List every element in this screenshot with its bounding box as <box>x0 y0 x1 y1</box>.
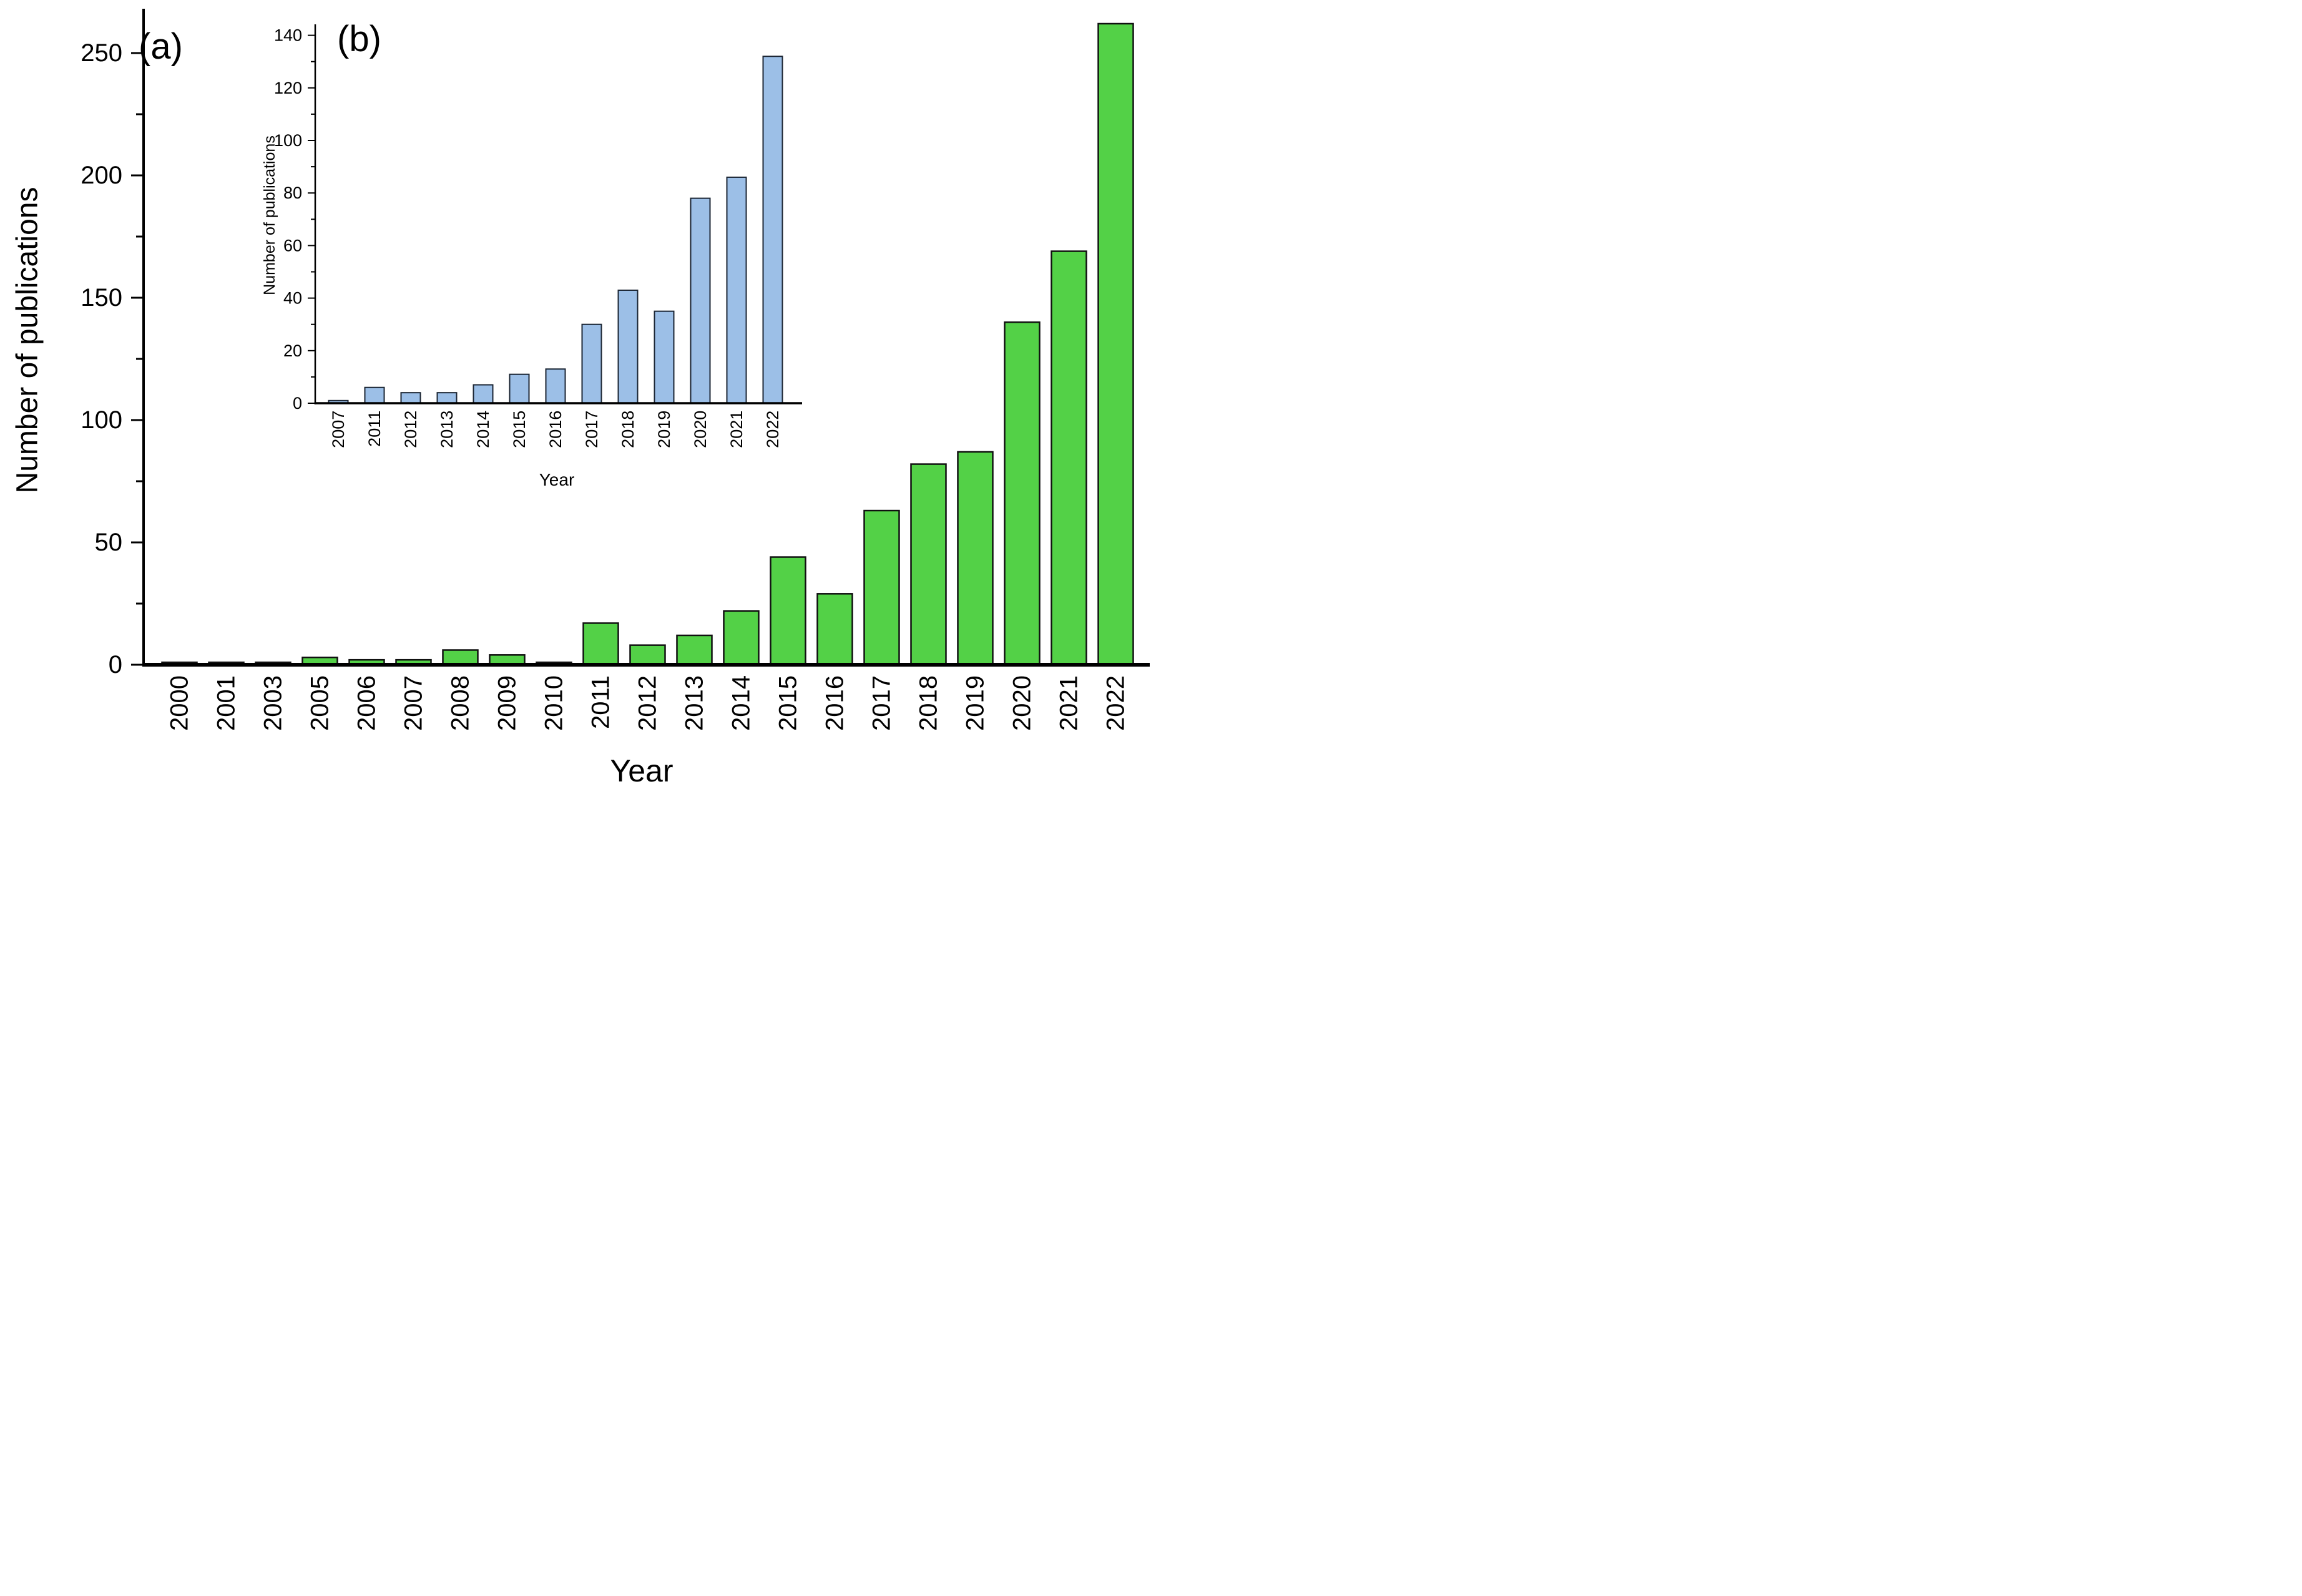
main-year-label-2020: 2020 <box>1009 675 1036 731</box>
main-year-label-2013: 2013 <box>681 675 708 731</box>
main-ytick-label-50: 50 <box>95 529 123 556</box>
inset-bar-2021 <box>726 176 747 404</box>
main-year-label-2009: 2009 <box>494 675 521 731</box>
main-ytick-label-250: 250 <box>81 39 122 67</box>
panel-b-label: (b) <box>337 19 381 59</box>
main-bar-2021 <box>1051 250 1087 666</box>
inset-year-label-2017: 2017 <box>582 411 601 448</box>
inset-year-label-2007: 2007 <box>329 411 348 448</box>
main-bar-2015 <box>770 556 806 666</box>
main-year-label-2008: 2008 <box>447 675 474 731</box>
inset-ytick-label-140: 140 <box>274 26 302 45</box>
inset-bar-2011 <box>364 386 385 404</box>
main-year-label-2001: 2001 <box>213 675 240 731</box>
inset-x-axis-title: Year <box>539 470 575 489</box>
main-year-label-2011: 2011 <box>587 675 615 729</box>
inset-bar-2020 <box>690 197 711 404</box>
main-bar-2020 <box>1004 321 1041 666</box>
main-y-axis-title: Number of publications <box>11 187 44 494</box>
inset-year-label-2016: 2016 <box>546 411 565 448</box>
main-bar-2019 <box>957 451 994 666</box>
inset-bar-2019 <box>654 310 675 404</box>
main-ytick-label-0: 0 <box>109 651 122 678</box>
inset-bar-2018 <box>617 289 639 404</box>
inset-year-label-2014: 2014 <box>474 411 492 448</box>
main-year-label-2000: 2000 <box>166 675 193 731</box>
main-year-label-2019: 2019 <box>962 675 989 731</box>
inset-ytick-label-20: 20 <box>283 341 302 360</box>
publication-trend-figure: (a) (b) 0 50 100 150 200 250 2000 2001 2003 2005 2… <box>0 0 1151 798</box>
inset-ytick-label-100: 100 <box>274 131 302 150</box>
main-year-label-2015: 2015 <box>775 675 802 731</box>
inset-bar-2022 <box>762 56 783 404</box>
main-year-label-2017: 2017 <box>868 675 896 731</box>
inset-year-label-2020: 2020 <box>691 411 710 448</box>
main-year-label-2021: 2021 <box>1055 675 1083 731</box>
main-ytick-label-100: 100 <box>81 406 122 434</box>
main-year-label-2016: 2016 <box>821 675 849 731</box>
main-bar-2011 <box>582 622 619 666</box>
inset-year-label-2013: 2013 <box>438 411 456 448</box>
inset-ytick-label-80: 80 <box>283 184 302 202</box>
main-year-label-2018: 2018 <box>915 675 943 731</box>
main-year-label-2007: 2007 <box>400 675 428 731</box>
inset-year-label-2021: 2021 <box>727 411 746 448</box>
inset-bar-2016 <box>545 368 566 404</box>
main-bar-2018 <box>910 463 947 666</box>
inset-year-label-2018: 2018 <box>619 411 637 448</box>
main-ytick-label-200: 200 <box>81 162 122 189</box>
inset-bar-2014 <box>473 384 494 404</box>
inset-bar-2015 <box>509 373 530 404</box>
main-year-label-2014: 2014 <box>728 675 755 731</box>
main-year-label-2022: 2022 <box>1102 675 1130 731</box>
main-bar-2008 <box>442 649 479 666</box>
main-year-label-2012: 2012 <box>634 675 662 731</box>
main-year-label-2003: 2003 <box>260 675 287 731</box>
main-bar-2017 <box>863 509 900 666</box>
main-bar-2013 <box>676 634 713 666</box>
inset-year-label-2011: 2011 <box>365 411 384 447</box>
inset-ytick-label-40: 40 <box>283 289 302 308</box>
inset-ytick-label-120: 120 <box>274 79 302 97</box>
main-x-axis-title: Year <box>610 753 673 788</box>
inset-bar-2017 <box>581 323 602 404</box>
main-year-label-2010: 2010 <box>541 675 568 731</box>
inset-ytick-label-60: 60 <box>283 236 302 255</box>
main-year-label-2005: 2005 <box>306 675 334 731</box>
inset-bar-2013 <box>436 392 458 404</box>
inset-bar-2012 <box>400 392 421 404</box>
inset-year-label-2019: 2019 <box>655 411 673 448</box>
inset-year-label-2015: 2015 <box>510 411 529 448</box>
main-year-label-2006: 2006 <box>353 675 381 731</box>
panel-a-label: (a) <box>139 26 183 67</box>
inset-year-label-2022: 2022 <box>763 411 782 448</box>
inset-year-label-2012: 2012 <box>401 411 420 448</box>
inset-y-axis-title: Number of publications <box>261 135 278 295</box>
main-bar-2016 <box>816 593 853 666</box>
main-ytick-label-150: 150 <box>81 284 122 311</box>
main-bar-2012 <box>629 644 666 666</box>
inset-ytick-label-0: 0 <box>293 394 302 413</box>
main-bar-2014 <box>723 610 760 666</box>
main-bar-2022 <box>1097 22 1134 666</box>
